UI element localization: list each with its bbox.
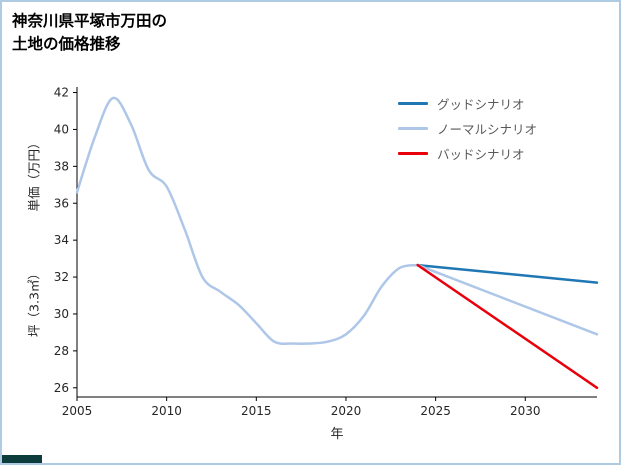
legend-swatch-good [398, 101, 428, 105]
y-tick-label: 34 [54, 233, 69, 247]
y-tick-label: 30 [54, 307, 69, 321]
y-tick-label: 28 [54, 344, 69, 358]
legend-label-bad: バッドシナリオ [437, 146, 525, 162]
series-line-good-scenario [416, 263, 599, 284]
legend-label-good: グッドシナリオ [437, 96, 525, 112]
x-tick-label: 2020 [331, 404, 362, 418]
x-axis-label: 年 [330, 427, 344, 442]
x-tick-label: 2010 [151, 404, 182, 418]
y-tick-label: 26 [54, 381, 69, 395]
legend-swatch-bad [398, 151, 428, 155]
x-tick-label: 2030 [510, 404, 541, 418]
y-tick-label: 36 [54, 196, 69, 210]
y-tick-label: 38 [54, 159, 69, 173]
chart-title-line1: 神奈川県平塚市万田の [12, 12, 168, 30]
legend-item-good: グッドシナリオ [398, 96, 537, 112]
chart-title-line2: 土地の価格推移 [12, 35, 121, 54]
legend-item-bad: バッドシナリオ [398, 146, 537, 162]
y-tick-label: 32 [54, 270, 69, 284]
series-line-bad-scenario [416, 263, 599, 390]
chart-legend: グッドシナリオ ノーマルシナリオ バッドシナリオ [398, 96, 538, 162]
legend-item-normal: ノーマルシナリオ [398, 121, 538, 137]
x-tick-label: 2015 [241, 404, 272, 418]
y-tick-label: 40 [54, 122, 69, 136]
y-tick-label: 42 [54, 86, 69, 100]
chart-title: 神奈川県平塚市万田の 土地の価格推移 [12, 10, 167, 57]
legend-label-normal: ノーマルシナリオ [437, 121, 538, 137]
legend-swatch-normal [398, 126, 428, 130]
corner-watermark [2, 455, 42, 463]
x-tick-label: 2005 [62, 404, 93, 418]
x-tick-label: 2025 [420, 404, 451, 418]
series-line-normal-scenario [416, 263, 599, 336]
series-line-historical [75, 96, 419, 345]
